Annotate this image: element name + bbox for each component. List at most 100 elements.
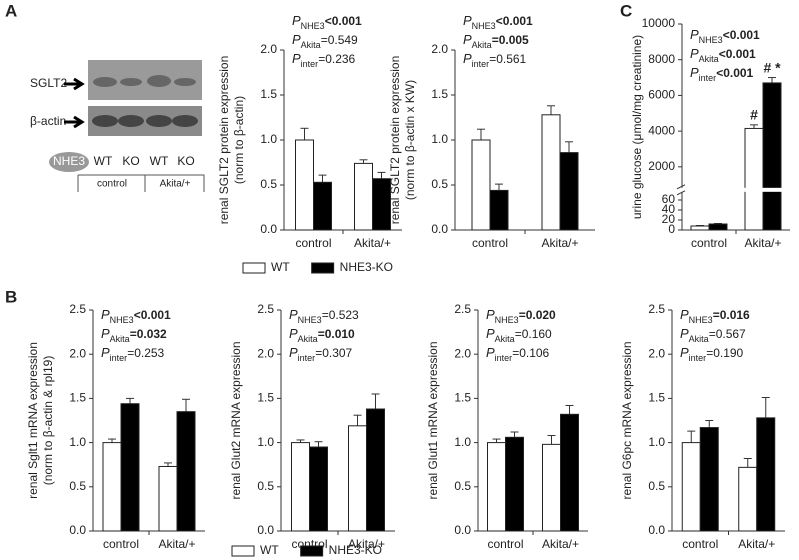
p-symbol: P [680, 307, 689, 322]
y-tick-label: 2.5 [454, 302, 471, 316]
legend-swatch [311, 262, 335, 274]
y-tick-label: 1.0 [260, 132, 277, 146]
y-tick-label: 1.0 [69, 435, 86, 449]
p-symbol: P [486, 345, 495, 360]
lane-label: KO [177, 154, 194, 168]
group-label: Akita/+ [160, 179, 191, 190]
legend: WT NHE3-KO [231, 543, 382, 557]
y-tick-label: 10000 [642, 16, 676, 30]
p-subscript: Akita [472, 40, 492, 50]
legend-swatch [242, 262, 266, 274]
p-symbol: P [690, 27, 699, 42]
p-value-text: =0.020 [519, 308, 556, 322]
p-value: PNHE3<0.001 [463, 13, 533, 31]
p-subscript: inter [495, 353, 513, 363]
bar [354, 162, 373, 231]
y-tick-label: 0.5 [454, 479, 471, 493]
p-subscript: Akita [110, 334, 130, 344]
bar [348, 425, 367, 532]
bar-annotation: # * [763, 59, 781, 75]
x-tick-label: Akita/+ [738, 537, 775, 551]
p-value-text: <0.001 [134, 308, 171, 322]
bar [313, 181, 332, 231]
bar [487, 442, 506, 532]
p-value: Pinter=0.307 [289, 345, 353, 363]
p-symbol: P [101, 307, 110, 322]
p-symbol: P [680, 326, 689, 341]
p-subscript: inter [301, 59, 319, 69]
y-tick-label: 0.0 [260, 222, 277, 236]
y-tick-label: 6000 [648, 88, 675, 102]
p-subscript: Akita [301, 40, 321, 50]
y-tick-label: 2.0 [260, 42, 277, 56]
bar [366, 408, 385, 532]
p-value: PNHE3=0.523 [289, 307, 359, 325]
p-value: Pinter=0.236 [292, 51, 356, 69]
p-subscript: NHE3 [689, 315, 713, 325]
blot-bands [92, 115, 198, 127]
p-subscript: NHE3 [110, 315, 134, 325]
y-axis-label: (norm to β-actin & rpl19) [41, 356, 55, 486]
genotype-label: NHE3 [53, 154, 85, 168]
p-symbol: P [690, 46, 699, 61]
y-tick-label: 0.0 [431, 222, 448, 236]
y-axis-label: renal SGLT2 protein expression [217, 56, 231, 225]
chart: B 0.0 0.5 1.0 1.5 2.0 2.5 renal Sglt1 mRNA expr… [5, 287, 205, 551]
legend: WT NHE3-KO [242, 260, 393, 274]
y-tick-label: 0.5 [648, 479, 665, 493]
bar [681, 442, 701, 532]
p-subscript: inter [699, 73, 717, 83]
x-tick-label: Akita/+ [354, 236, 391, 250]
x-tick-label: control [487, 537, 523, 551]
p-value: PAkita<0.001 [690, 46, 756, 64]
y-tick-label: 4000 [648, 123, 675, 137]
y-axis-label: renal Glut2 mRNA expression [229, 341, 243, 499]
p-value-text: =0.010 [318, 327, 355, 341]
legend-label: WT [271, 260, 290, 274]
panel-label: C [620, 1, 632, 20]
y-tick-label: 2.5 [69, 302, 86, 316]
panel-label: B [5, 287, 17, 306]
x-tick-label: control [295, 236, 331, 250]
x-tick-label: Akita/+ [744, 236, 781, 250]
y-tick-label: 1.5 [260, 87, 277, 101]
p-value: PNHE3<0.001 [292, 13, 362, 31]
y-tick-label: 1.0 [431, 132, 448, 146]
p-value: PAkita=0.549 [292, 32, 358, 50]
p-subscript: NHE3 [298, 315, 322, 325]
p-symbol: P [101, 345, 110, 360]
y-tick-label: 1.5 [648, 391, 665, 405]
bar [120, 403, 140, 532]
p-subscript: Akita [495, 334, 515, 344]
genotype-oval [49, 152, 89, 172]
p-value: PAkita=0.160 [486, 326, 552, 344]
p-value: PAkita=0.010 [289, 326, 355, 344]
bar [471, 139, 491, 231]
x-tick-label: control [472, 236, 508, 250]
chart: 0.0 0.5 1.0 1.5 2.0 2.5 renal Glut2 mRNA expre… [229, 302, 395, 551]
p-value-text: =0.106 [512, 346, 549, 360]
bar [542, 443, 561, 532]
p-value-text: =0.160 [515, 327, 552, 341]
bar [102, 442, 122, 532]
y-tick-label: 0 [668, 222, 675, 236]
p-value-text: <0.001 [723, 28, 760, 42]
lane-label: WT [94, 154, 113, 168]
p-value-text: <0.001 [716, 66, 753, 80]
p-value: PAkita=0.032 [101, 326, 167, 344]
p-subscript: Akita [689, 334, 709, 344]
group-label: control [97, 179, 127, 190]
legend-swatch [231, 545, 255, 557]
y-tick-label: 0.0 [648, 523, 665, 537]
p-value: PAkita=0.005 [463, 32, 529, 50]
p-value-text: =0.523 [322, 308, 359, 322]
y-tick-label: 1.5 [431, 87, 448, 101]
blot-label: SGLT2 [30, 76, 67, 90]
lane-label: WT [150, 154, 169, 168]
p-subscript: NHE3 [301, 21, 325, 31]
x-tick-label: control [682, 537, 718, 551]
axis-break-mark [676, 184, 686, 190]
bar [309, 446, 328, 532]
chart: 0.0 0.5 1.0 1.5 2.0 2.5 renal G6pc mRNA expres… [620, 302, 785, 551]
